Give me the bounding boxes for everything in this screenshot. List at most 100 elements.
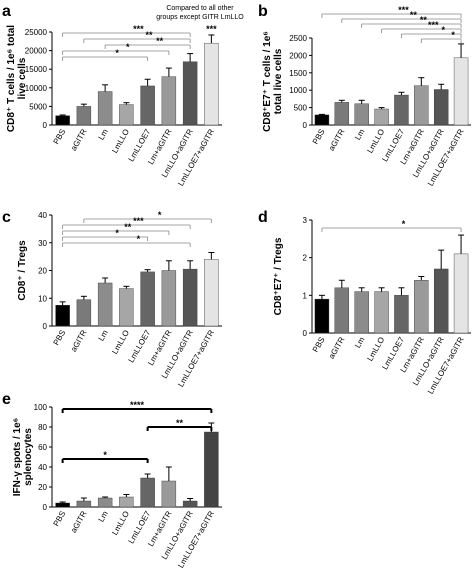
x-tick-label: PBS (52, 510, 68, 528)
significance-label: * (115, 228, 119, 238)
y-tick-label: 1000 (289, 86, 307, 95)
bar (204, 259, 219, 327)
bar (97, 497, 113, 508)
bar (354, 103, 369, 126)
y-tick-label: 500 (294, 104, 308, 113)
x-tick-label: Lm (97, 127, 111, 141)
significance-label: ** (420, 15, 428, 25)
bar (55, 304, 70, 327)
bar (414, 280, 429, 334)
bar (97, 282, 113, 327)
annotation-text: Compared to all other (166, 5, 234, 12)
bar (394, 295, 409, 334)
y-tick-label: 1 (303, 291, 308, 300)
y-tick-label: 40 (38, 211, 47, 220)
significance-label: * (126, 42, 130, 52)
significance-label: ** (156, 36, 164, 46)
bar (354, 291, 369, 334)
x-tick-label: PBS (311, 336, 327, 354)
significance-label: ** (124, 222, 132, 232)
y-tick-label: 20 (38, 267, 47, 276)
x-tick-label: aGITR (327, 127, 347, 152)
y-tick-label: 10 (38, 294, 47, 303)
x-tick-label: PBS (52, 128, 68, 146)
bar (76, 299, 92, 327)
bar (433, 89, 449, 126)
bar (182, 268, 198, 327)
bar (140, 85, 155, 126)
significance-label: * (158, 210, 162, 220)
annotation-text: groups except GITR LmLLO (156, 14, 244, 21)
y-axis-label: CD8⁺ T cells / 1e⁶ totallive cells (6, 25, 28, 132)
y-axis-label-line: CD8⁺ / Tregs (17, 240, 28, 301)
x-tick-label: PBS (311, 128, 327, 146)
bar (140, 477, 155, 508)
panel-letter: b (258, 3, 268, 20)
y-tick-label: 0 (303, 329, 308, 338)
bar (374, 291, 389, 334)
x-tick-label: Lm (97, 509, 111, 523)
bar (314, 298, 330, 334)
x-tick-label: LmLLO (110, 128, 131, 155)
significance-label: *** (428, 20, 439, 30)
significance-label: ** (176, 418, 184, 428)
significance-label: * (402, 219, 406, 229)
y-axis-label-line: CD8⁺E7⁺ / Tregs (273, 237, 284, 315)
significance-label: * (103, 450, 107, 460)
bar (182, 500, 198, 508)
y-tick-label: 80 (38, 423, 47, 432)
significance-label: ** (410, 10, 418, 20)
y-tick-label: 0 (43, 121, 48, 130)
y-tick-label: 60 (38, 443, 47, 452)
x-tick-label: Lm (97, 328, 111, 342)
y-tick-label: 100 (34, 403, 48, 412)
bar (97, 91, 113, 126)
panel-b: b 0 500 1000 1500 2000 2500 CD8⁺E7⁺ T cells / 1… (258, 3, 471, 188)
bar (119, 104, 134, 126)
y-tick-label: 3 (303, 216, 308, 225)
bar (394, 94, 409, 126)
x-tick-label: Lm (353, 127, 367, 141)
panel-letter: a (2, 3, 11, 20)
x-tick-label: PBS (52, 329, 68, 347)
bar (76, 106, 92, 126)
x-tick-label: LmLLO (110, 329, 131, 356)
panel-letter: d (258, 209, 268, 226)
y-tick-label: 2000 (289, 51, 307, 60)
significance-label: **** (130, 400, 145, 410)
bar (161, 76, 177, 126)
bar (204, 42, 219, 126)
bar (204, 431, 219, 508)
bar-top-label: *** (206, 24, 217, 34)
y-tick-label: 0 (303, 121, 308, 130)
x-tick-label: aGITR (327, 335, 347, 360)
y-axis-label: CD8⁺ / Tregs (17, 240, 28, 301)
significance-label: *** (398, 5, 409, 15)
y-tick-label: 5000 (29, 102, 47, 111)
bar (414, 85, 429, 126)
y-tick-label: 0 (43, 503, 48, 512)
x-tick-label: aGITR (69, 127, 89, 152)
bar (433, 268, 449, 334)
significance-label: *** (133, 24, 144, 34)
bar (119, 288, 134, 327)
y-axis-label-line: CD8⁺E7⁺ T cells / 1e⁶ (262, 31, 273, 132)
bar (119, 496, 134, 508)
y-axis-label-line: splenocytes (23, 428, 34, 486)
x-tick-label: aGITR (69, 509, 89, 534)
bar (182, 61, 198, 126)
bar (161, 270, 177, 327)
y-axis-label-line: total live cells (273, 48, 284, 114)
y-axis-label: IFN-γ spots / 1e⁶splenocytes (12, 418, 34, 497)
x-tick-label: LmLLO (365, 336, 386, 363)
y-axis-label-line: live cells (17, 57, 28, 99)
bar (453, 57, 469, 126)
y-tick-label: 10000 (25, 84, 48, 93)
significance-label: * (441, 25, 445, 35)
significance-label: * (137, 234, 141, 244)
